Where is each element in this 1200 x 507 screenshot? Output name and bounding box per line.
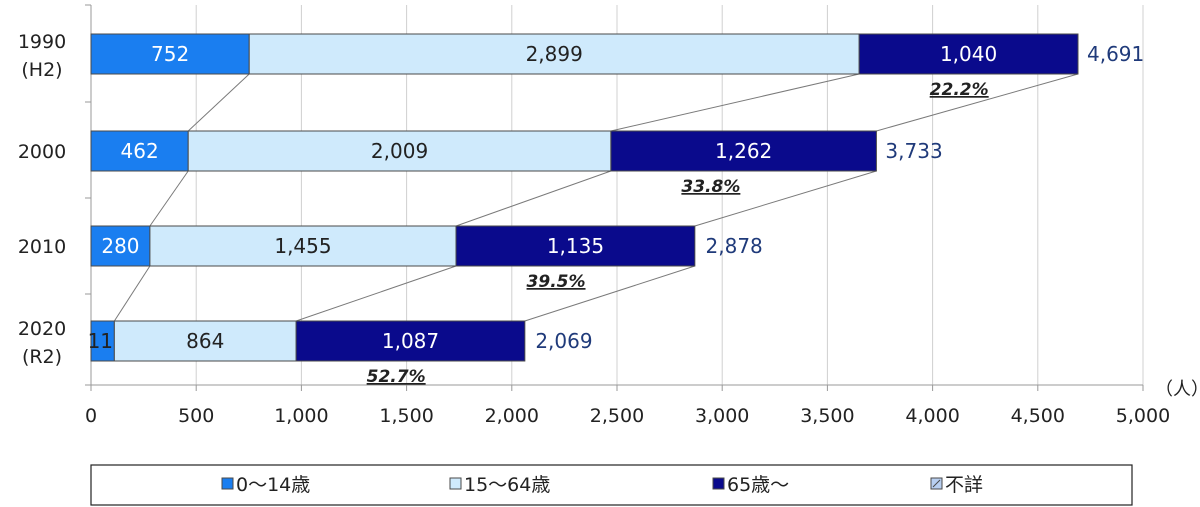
series-connector-line xyxy=(610,73,860,132)
data-label: 752 xyxy=(151,42,189,66)
series-connector-line xyxy=(113,265,151,322)
data-label: 1,087 xyxy=(382,329,439,353)
x-tick-label: 0 xyxy=(85,405,97,427)
total-label: 2,878 xyxy=(706,234,763,258)
series-connector-line xyxy=(149,170,189,227)
total-label: 2,069 xyxy=(535,329,592,353)
elderly-ratio-label: 52.7% xyxy=(367,367,426,387)
elderly-ratio-label: 22.2% xyxy=(930,80,989,100)
category-label: 2010 xyxy=(18,236,66,258)
bar-segment xyxy=(90,33,250,75)
x-tick-label: 4,500 xyxy=(1011,405,1065,427)
category-label: 1990 xyxy=(18,31,66,53)
series-connector-line xyxy=(187,73,250,132)
bar-segment xyxy=(610,130,877,172)
legend-label: 不詳 xyxy=(945,474,983,496)
series-connector-line xyxy=(876,73,1079,132)
legend-label: 15～64歳 xyxy=(464,474,550,496)
bar-segment xyxy=(113,320,297,362)
series-connector-line xyxy=(524,265,696,322)
x-tick-label: 2,000 xyxy=(485,405,539,427)
x-tick-label: 4,000 xyxy=(905,405,959,427)
series-connector-line xyxy=(455,170,612,227)
legend-label: 65歳～ xyxy=(727,474,789,496)
bar-segment xyxy=(90,225,151,267)
bar-segment xyxy=(295,320,526,362)
x-tick-label: 3,500 xyxy=(800,405,854,427)
x-tick-label: 2,500 xyxy=(590,405,644,427)
category-label: 2000 xyxy=(18,141,66,163)
total-label: 4,691 xyxy=(1087,42,1144,66)
bar-segment xyxy=(187,130,612,172)
data-label: 1,455 xyxy=(274,234,331,258)
category-label: 2020 xyxy=(18,318,66,340)
category-label: (H2) xyxy=(21,59,62,81)
data-label: 2,899 xyxy=(526,42,583,66)
data-label: 2,009 xyxy=(371,139,428,163)
legend-box xyxy=(90,464,1133,506)
data-label: 1,262 xyxy=(715,139,772,163)
legend-swatch xyxy=(712,477,725,490)
legend-swatch-hatch xyxy=(932,479,941,488)
legend-swatch xyxy=(221,477,234,490)
data-label: 280 xyxy=(101,234,139,258)
total-label: 3,733 xyxy=(885,139,942,163)
legend-swatch xyxy=(449,477,462,490)
series-connector-line xyxy=(694,170,877,227)
bar-segment xyxy=(455,225,696,267)
x-tick-label: 5,000 xyxy=(1116,405,1170,427)
bar-segment xyxy=(858,33,1079,75)
legend-label: 0～14歳 xyxy=(236,474,310,496)
unit-label: （人） xyxy=(1155,379,1200,400)
x-tick-label: 3,000 xyxy=(695,405,749,427)
category-label: (R2) xyxy=(22,346,62,368)
data-label: 1,040 xyxy=(940,42,997,66)
elderly-ratio-label: 39.5% xyxy=(527,272,586,292)
data-label: 864 xyxy=(186,329,224,353)
elderly-ratio-label: 33.8% xyxy=(681,177,740,197)
x-tick-label: 500 xyxy=(178,405,214,427)
x-tick-label: 1,500 xyxy=(379,405,433,427)
x-tick-label: 1,000 xyxy=(274,405,328,427)
series-connector-line xyxy=(295,265,457,322)
data-label: 1,135 xyxy=(547,234,604,258)
data-label: 462 xyxy=(121,139,159,163)
